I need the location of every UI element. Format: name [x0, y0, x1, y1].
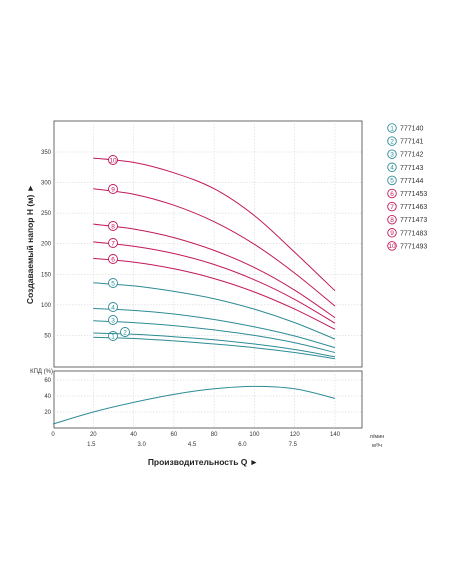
curve-badge-label: 10 — [109, 157, 117, 164]
curve-badge-label: 4 — [111, 304, 115, 311]
x-tick-lpm: 20 — [90, 432, 97, 438]
legend-badge-label: 2 — [390, 138, 394, 145]
head-curve-4 — [93, 308, 336, 349]
curve-badge-label: 3 — [111, 317, 115, 324]
head-y-tick: 100 — [41, 303, 52, 309]
legend: 1 777140 2 777141 3 777142 4 777143 5 777144 6 7771… — [387, 123, 427, 251]
head-curve-1 — [93, 336, 336, 360]
efficiency-plot-frame — [53, 370, 363, 429]
head-curve-8 — [93, 223, 336, 319]
curve-badge-5 — [108, 278, 118, 288]
head-curve-3 — [93, 320, 336, 353]
x-tick-m3h: 7.5 — [289, 442, 298, 448]
legend-badge-label: 6 — [390, 191, 394, 198]
x-tick-lpm: 40 — [130, 432, 137, 438]
x-tick-lpm: 120 — [290, 432, 301, 438]
head-y-tick: 300 — [41, 181, 52, 187]
head-y-axis-label: Создаваемый напор H (м) ► — [25, 184, 35, 304]
legend-badge-4 — [387, 162, 397, 173]
legend-badge-label: 8 — [390, 217, 394, 224]
head-curve-10 — [93, 157, 336, 292]
curve-badge-8 — [108, 221, 118, 231]
head-y-tick: 200 — [41, 242, 52, 248]
legend-badge-label: 3 — [390, 152, 394, 159]
head-plot-frame — [53, 120, 363, 368]
curve-badge-label: 8 — [111, 223, 115, 230]
head-curve-2 — [93, 332, 336, 358]
curve-badge-7 — [108, 238, 118, 248]
efficiency-y-tick: 20 — [44, 410, 51, 416]
x-axis-label: Производительность Q ► — [148, 457, 258, 467]
curve-badge-label: 7 — [111, 240, 115, 247]
curve-badge-label: 1 — [111, 333, 115, 340]
curve-badge-10 — [108, 155, 118, 165]
head-y-tick: 250 — [41, 211, 52, 217]
curve-badge-label: 6 — [111, 256, 115, 263]
legend-badge-1 — [387, 123, 397, 133]
legend-badge-10 — [387, 241, 397, 251]
x-tick-lpm: 0 — [51, 432, 55, 438]
legend-badge-label: 1 — [390, 125, 394, 132]
head-y-tick: 350 — [41, 150, 52, 156]
x-tick-m3h: 1.5 — [87, 442, 96, 448]
legend-model-code: 777143 — [400, 165, 423, 172]
legend-model-code: 7771493 — [400, 243, 427, 250]
legend-model-code: 777144 — [400, 178, 423, 185]
curve-badge-4 — [108, 302, 118, 312]
head-y-tick: 150 — [41, 272, 52, 278]
x-tick-lpm: 80 — [211, 432, 218, 438]
x-unit-m3h: м³/ч — [372, 443, 382, 449]
x-tick-lpm: 140 — [330, 432, 341, 438]
legend-badge-3 — [387, 149, 397, 159]
efficiency-panel: 20 40 60 0 20 40 60 80 100 120 140 1.5 3.0 4.5 6.0 7.5 — [44, 370, 363, 448]
legend-model-code: 777140 — [400, 126, 423, 133]
legend-badge-label: 10 — [388, 243, 396, 250]
legend-model-code: 7771483 — [400, 230, 427, 237]
legend-badge-8 — [387, 214, 397, 225]
legend-badge-label: 5 — [390, 178, 394, 185]
efficiency-curve — [52, 385, 336, 425]
curve-badge-label: 9 — [111, 186, 115, 193]
efficiency-y-tick: 40 — [44, 394, 51, 400]
head-curve-6 — [93, 257, 336, 330]
curve-badge-9 — [108, 184, 118, 194]
legend-badge-label: 9 — [390, 230, 394, 237]
x-unit-lpm: л/мин — [370, 434, 385, 440]
curve-badge-label: 5 — [111, 280, 115, 287]
curve-badge-2 — [120, 327, 130, 337]
legend-badge-7 — [387, 201, 397, 212]
curve-badge-label: 2 — [123, 329, 127, 336]
head-curve-7 — [93, 241, 336, 324]
legend-badge-5 — [387, 175, 397, 186]
head-panel: 50 100 150 200 250 300 350 1 2 3 4 5 6 7 8 9 10 — [41, 120, 363, 368]
legend-badge-label: 4 — [390, 165, 394, 172]
x-tick-m3h: 4.5 — [188, 442, 197, 448]
head-y-tick: 50 — [44, 333, 51, 339]
legend-model-code: 7771473 — [400, 217, 427, 224]
curve-badge-6 — [108, 254, 118, 264]
efficiency-y-axis-label: КПД (%) — [30, 369, 53, 375]
legend-model-code: 777141 — [400, 139, 423, 146]
curve-badge-3 — [108, 315, 118, 325]
x-tick-m3h: 6.0 — [238, 442, 247, 448]
legend-badge-9 — [387, 228, 397, 238]
head-curve-5 — [93, 282, 336, 340]
legend-model-code: 777142 — [400, 152, 423, 159]
legend-badge-2 — [387, 136, 397, 146]
efficiency-y-tick: 60 — [44, 378, 51, 384]
legend-model-code: 7771453 — [400, 191, 427, 198]
x-tick-lpm: 100 — [249, 432, 260, 438]
legend-model-code: 7771463 — [400, 204, 427, 211]
legend-badge-6 — [387, 188, 397, 199]
x-tick-m3h: 3.0 — [138, 442, 147, 448]
x-tick-lpm: 60 — [171, 432, 178, 438]
legend-badge-label: 7 — [390, 204, 394, 211]
head-curve-9 — [93, 188, 336, 307]
